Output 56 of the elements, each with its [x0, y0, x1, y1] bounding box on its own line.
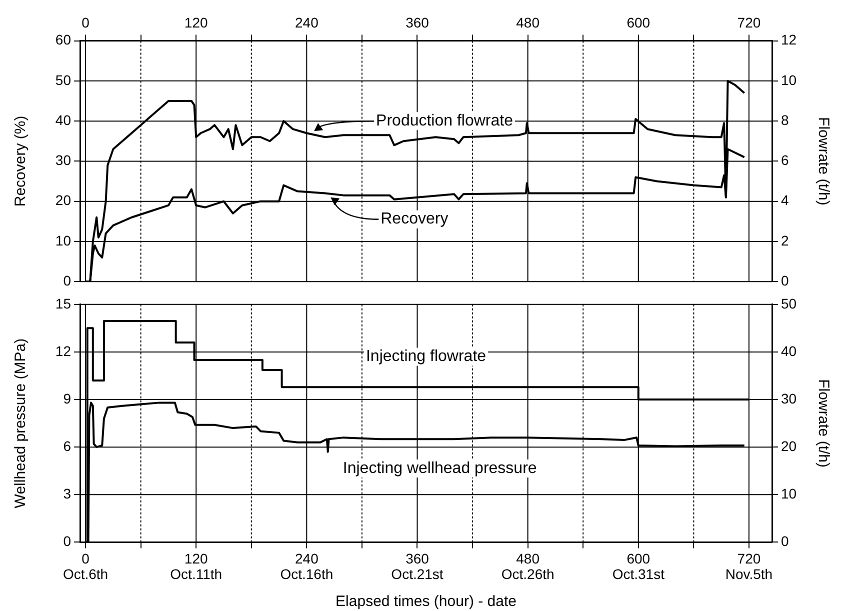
- y-tick-label: 40: [55, 112, 72, 128]
- text: Oct.16th: [280, 566, 334, 582]
- y2-tick-label: 10: [781, 486, 797, 502]
- y2-tick-label: 2: [781, 232, 789, 248]
- text: Nov.5th: [725, 566, 773, 582]
- annotation: Production flowrate: [376, 112, 514, 130]
- x-tick-label: 480: [516, 550, 540, 566]
- y-axis-title: Wellhead pressure (MPa): [12, 338, 30, 508]
- annotation: Recovery: [380, 210, 448, 228]
- y2-tick-label: 8: [781, 112, 789, 128]
- y2-tick-label: 12: [781, 32, 797, 48]
- y-tick-label: 6: [63, 438, 72, 454]
- y-tick-label: 15: [55, 295, 72, 312]
- x-tick-label: 480: [516, 14, 540, 30]
- x-axis-title: Elapsed times (hour) - date: [336, 593, 516, 610]
- annotation: Injecting flowrate: [366, 348, 486, 366]
- y-tick-label: 20: [55, 192, 72, 208]
- y-tick-label: 30: [55, 152, 72, 168]
- x-tick-label: 360: [406, 550, 430, 566]
- y2-tick-label: 6: [781, 152, 789, 168]
- y2-tick-label: 50: [781, 295, 797, 312]
- y2-axis-title: Flowrate (t/h): [814, 379, 832, 468]
- x-tick-label: 720: [737, 14, 761, 30]
- x-tick-label: 240: [294, 14, 319, 30]
- y-tick-label: 3: [63, 486, 72, 502]
- x-tick-label: 120: [184, 14, 208, 30]
- text: Oct.11th: [170, 566, 222, 582]
- annotation: Injecting wellhead pressure: [342, 460, 537, 477]
- y2-tick-label: 10: [781, 72, 797, 88]
- y2-tick-label: 30: [781, 390, 797, 406]
- y-axis-title: Recovery (%): [12, 116, 30, 207]
- y2-tick-label: 40: [781, 342, 797, 359]
- x-tick-label: 0: [82, 14, 90, 30]
- y2-tick-label: 0: [781, 272, 789, 288]
- x-tick-label: 600: [626, 14, 650, 30]
- y-tick-label: 9: [63, 390, 72, 406]
- text: Oct.26th: [501, 566, 554, 582]
- x-tick-label: 720: [737, 550, 761, 566]
- y-tick-label: 10: [55, 232, 72, 248]
- y2-tick-label: 4: [781, 192, 789, 208]
- y-tick-label: 0: [63, 533, 72, 550]
- x-tick-label: 600: [626, 550, 650, 566]
- text: Oct.21st: [391, 566, 444, 582]
- text: Oct.6th: [62, 566, 108, 582]
- y-tick-label: 60: [55, 32, 72, 48]
- y2-tick-label: 0: [781, 533, 789, 550]
- y2-axis-title: Flowrate (t/h): [814, 117, 832, 206]
- y-tick-label: 50: [55, 72, 72, 88]
- x-tick-label: 120: [184, 550, 208, 566]
- x-tick-label: 0: [82, 550, 90, 566]
- y2-tick-label: 20: [781, 438, 797, 454]
- x-tick-label: 360: [406, 14, 430, 30]
- y-tick-label: 12: [55, 342, 72, 359]
- x-tick-label: 240: [294, 550, 319, 566]
- y-tick-label: 0: [63, 272, 72, 288]
- text: Oct.31st: [612, 566, 665, 582]
